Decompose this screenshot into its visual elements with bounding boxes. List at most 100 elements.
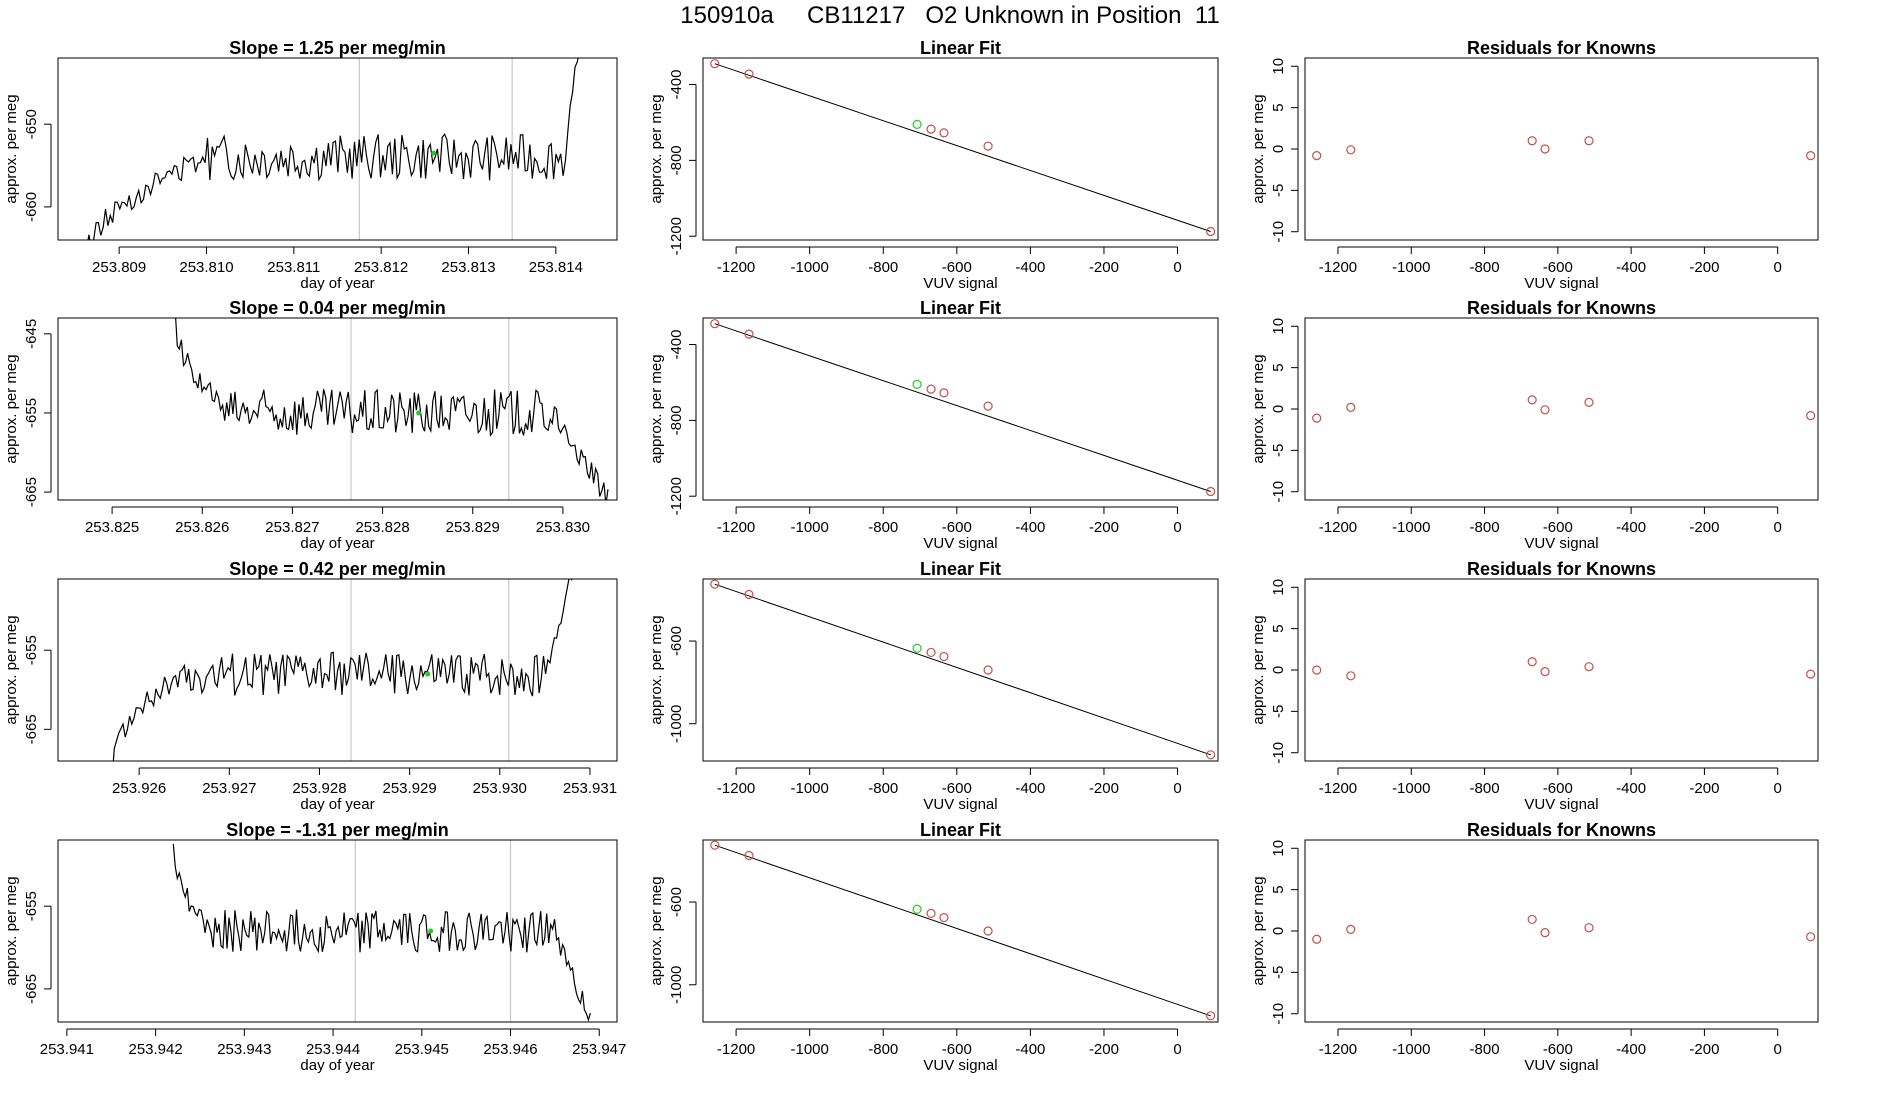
x-tick-label: -600 (1543, 519, 1573, 536)
data-point (926, 908, 936, 919)
data-point (926, 124, 936, 134)
x-tick-label: -200 (1689, 780, 1719, 797)
x-tick-label: 253.947 (572, 1041, 626, 1058)
data-point (1206, 750, 1216, 760)
data-point (939, 128, 949, 138)
chart-panel-linear-fit-row-4: Linear Fit -1200 -1000 -800 -600 -400 -200 0 VUV… (648, 820, 1219, 1074)
series-line (112, 579, 573, 761)
figure-title: 150910a CB11217 O2 Unknown in Position 1… (680, 2, 1220, 29)
x-tick-label: -800 (868, 519, 898, 536)
x-tick-label: -400 (1015, 1041, 1045, 1058)
plot-content (1312, 395, 1816, 423)
data-point (710, 579, 720, 589)
plot-frame (1304, 578, 1819, 762)
data-point (1312, 151, 1322, 161)
x-tick-label: -1200 (1319, 780, 1357, 797)
y-axis-label: approx. per meg (1250, 615, 1267, 724)
x-tick-label: 253.809 (92, 259, 146, 276)
data-point (1206, 1011, 1216, 1021)
x-tick-label: -600 (1543, 780, 1573, 797)
y-tick-label: 10 (1270, 840, 1287, 857)
y-tick-label: 0 (1270, 405, 1287, 413)
y-tick-label: -800 (668, 405, 685, 435)
panel-title: Slope = 0.42 per meg/min (229, 559, 446, 579)
series-line (172, 843, 591, 1022)
x-tick-label: 0 (1774, 1041, 1782, 1058)
y-tick-label: -5 (1270, 184, 1287, 197)
data-point (1206, 226, 1216, 237)
y-tick-label: 10 (1270, 318, 1287, 335)
y-tick-label: -10 (1270, 742, 1287, 764)
x-tick-label: 253.929 (383, 780, 437, 797)
series-line (175, 318, 609, 500)
x-tick-label: -200 (1089, 519, 1119, 536)
x-tick-label: 0 (1173, 519, 1181, 536)
data-point (710, 319, 720, 329)
plot-content (710, 579, 1216, 760)
data-point (1527, 136, 1537, 146)
x-tick-label: -400 (1616, 519, 1646, 536)
x-tick-label: 253.931 (563, 780, 617, 797)
x-tick-label: -800 (1470, 259, 1500, 276)
x-tick-label: 253.941 (40, 1041, 94, 1058)
x-tick-label: 253.814 (529, 259, 583, 276)
chart-panel-residuals-row-1: Residuals for Knowns-1200 -1000 -800 -600 -4… (1250, 38, 1819, 292)
y-tick-label: 5 (1270, 363, 1287, 371)
chart-panel-linear-fit-row-1: Linear Fit -1200 -1000 -800 -600 -400 -200 0 VUV… (648, 38, 1219, 292)
y-axis-label: approx. per meg (648, 876, 665, 985)
chart-panel-timeseries-row-3: Slope = 0.42 per meg/min 253.926 253.927 25… (3, 559, 618, 813)
highlight-point (428, 928, 434, 934)
data-point (710, 59, 720, 69)
fit-line (714, 63, 1211, 232)
y-tick-label: -1000 (668, 705, 685, 743)
y-tick-label: 0 (1270, 145, 1287, 153)
x-tick-label: -800 (868, 1041, 898, 1058)
x-tick-label: 253.945 (395, 1041, 449, 1058)
x-tick-label: -1200 (1319, 519, 1357, 536)
x-tick-label: -1000 (790, 519, 828, 536)
y-tick-label: -655 (23, 635, 40, 665)
x-tick-label: -1200 (717, 780, 755, 797)
y-axis-label: approx. per meg (3, 94, 20, 203)
x-tick-label: -800 (1470, 519, 1500, 536)
data-point (939, 651, 949, 662)
plot-frame (1304, 57, 1819, 241)
x-tick-label: -1000 (1392, 1041, 1430, 1058)
x-tick-label: 253.827 (265, 519, 319, 536)
x-tick-label: -800 (1470, 1041, 1500, 1058)
x-tick-label: 253.829 (446, 519, 500, 536)
data-point (939, 388, 949, 398)
plot-frame (57, 317, 618, 501)
x-axis-label: VUV signal (1524, 796, 1598, 813)
x-tick-label: -200 (1089, 780, 1119, 797)
x-tick-label: 0 (1173, 780, 1181, 797)
fit-line (714, 844, 1211, 1017)
plot-content (112, 579, 573, 761)
chart-panel-linear-fit-row-3: Linear Fit -1200 -1000 -800 -600 -400 -200 0 VUV… (648, 559, 1219, 813)
x-tick-label: 253.828 (355, 519, 409, 536)
y-tick-label: -5 (1270, 705, 1287, 718)
x-tick-label: -1000 (790, 780, 828, 797)
y-axis-label: approx. per meg (1250, 94, 1267, 203)
highlight-point (912, 643, 922, 653)
plot-content (175, 318, 609, 500)
x-tick-label: -400 (1015, 519, 1045, 536)
x-tick-label: -200 (1089, 1041, 1119, 1058)
data-point (710, 840, 720, 850)
data-point (1346, 924, 1356, 934)
data-point (1346, 671, 1356, 681)
y-axis-label: approx. per meg (648, 354, 665, 463)
plot-frame (57, 57, 618, 241)
x-tick-label: 253.946 (483, 1041, 537, 1058)
chart-panel-residuals-row-2: Residuals for Knowns-1200 -1000 -800 -600 -4… (1250, 298, 1819, 552)
y-tick-label: -10 (1270, 1003, 1287, 1025)
y-tick-label: -655 (23, 398, 40, 428)
x-tick-label: 253.830 (536, 519, 590, 536)
x-tick-label: 253.811 (267, 259, 320, 276)
data-point (983, 665, 993, 675)
panel-title: Residuals for Knowns (1467, 559, 1656, 579)
data-point (744, 329, 754, 339)
x-tick-label: 253.927 (202, 780, 256, 797)
x-tick-label: -1000 (1392, 780, 1430, 797)
data-point (1540, 928, 1550, 938)
